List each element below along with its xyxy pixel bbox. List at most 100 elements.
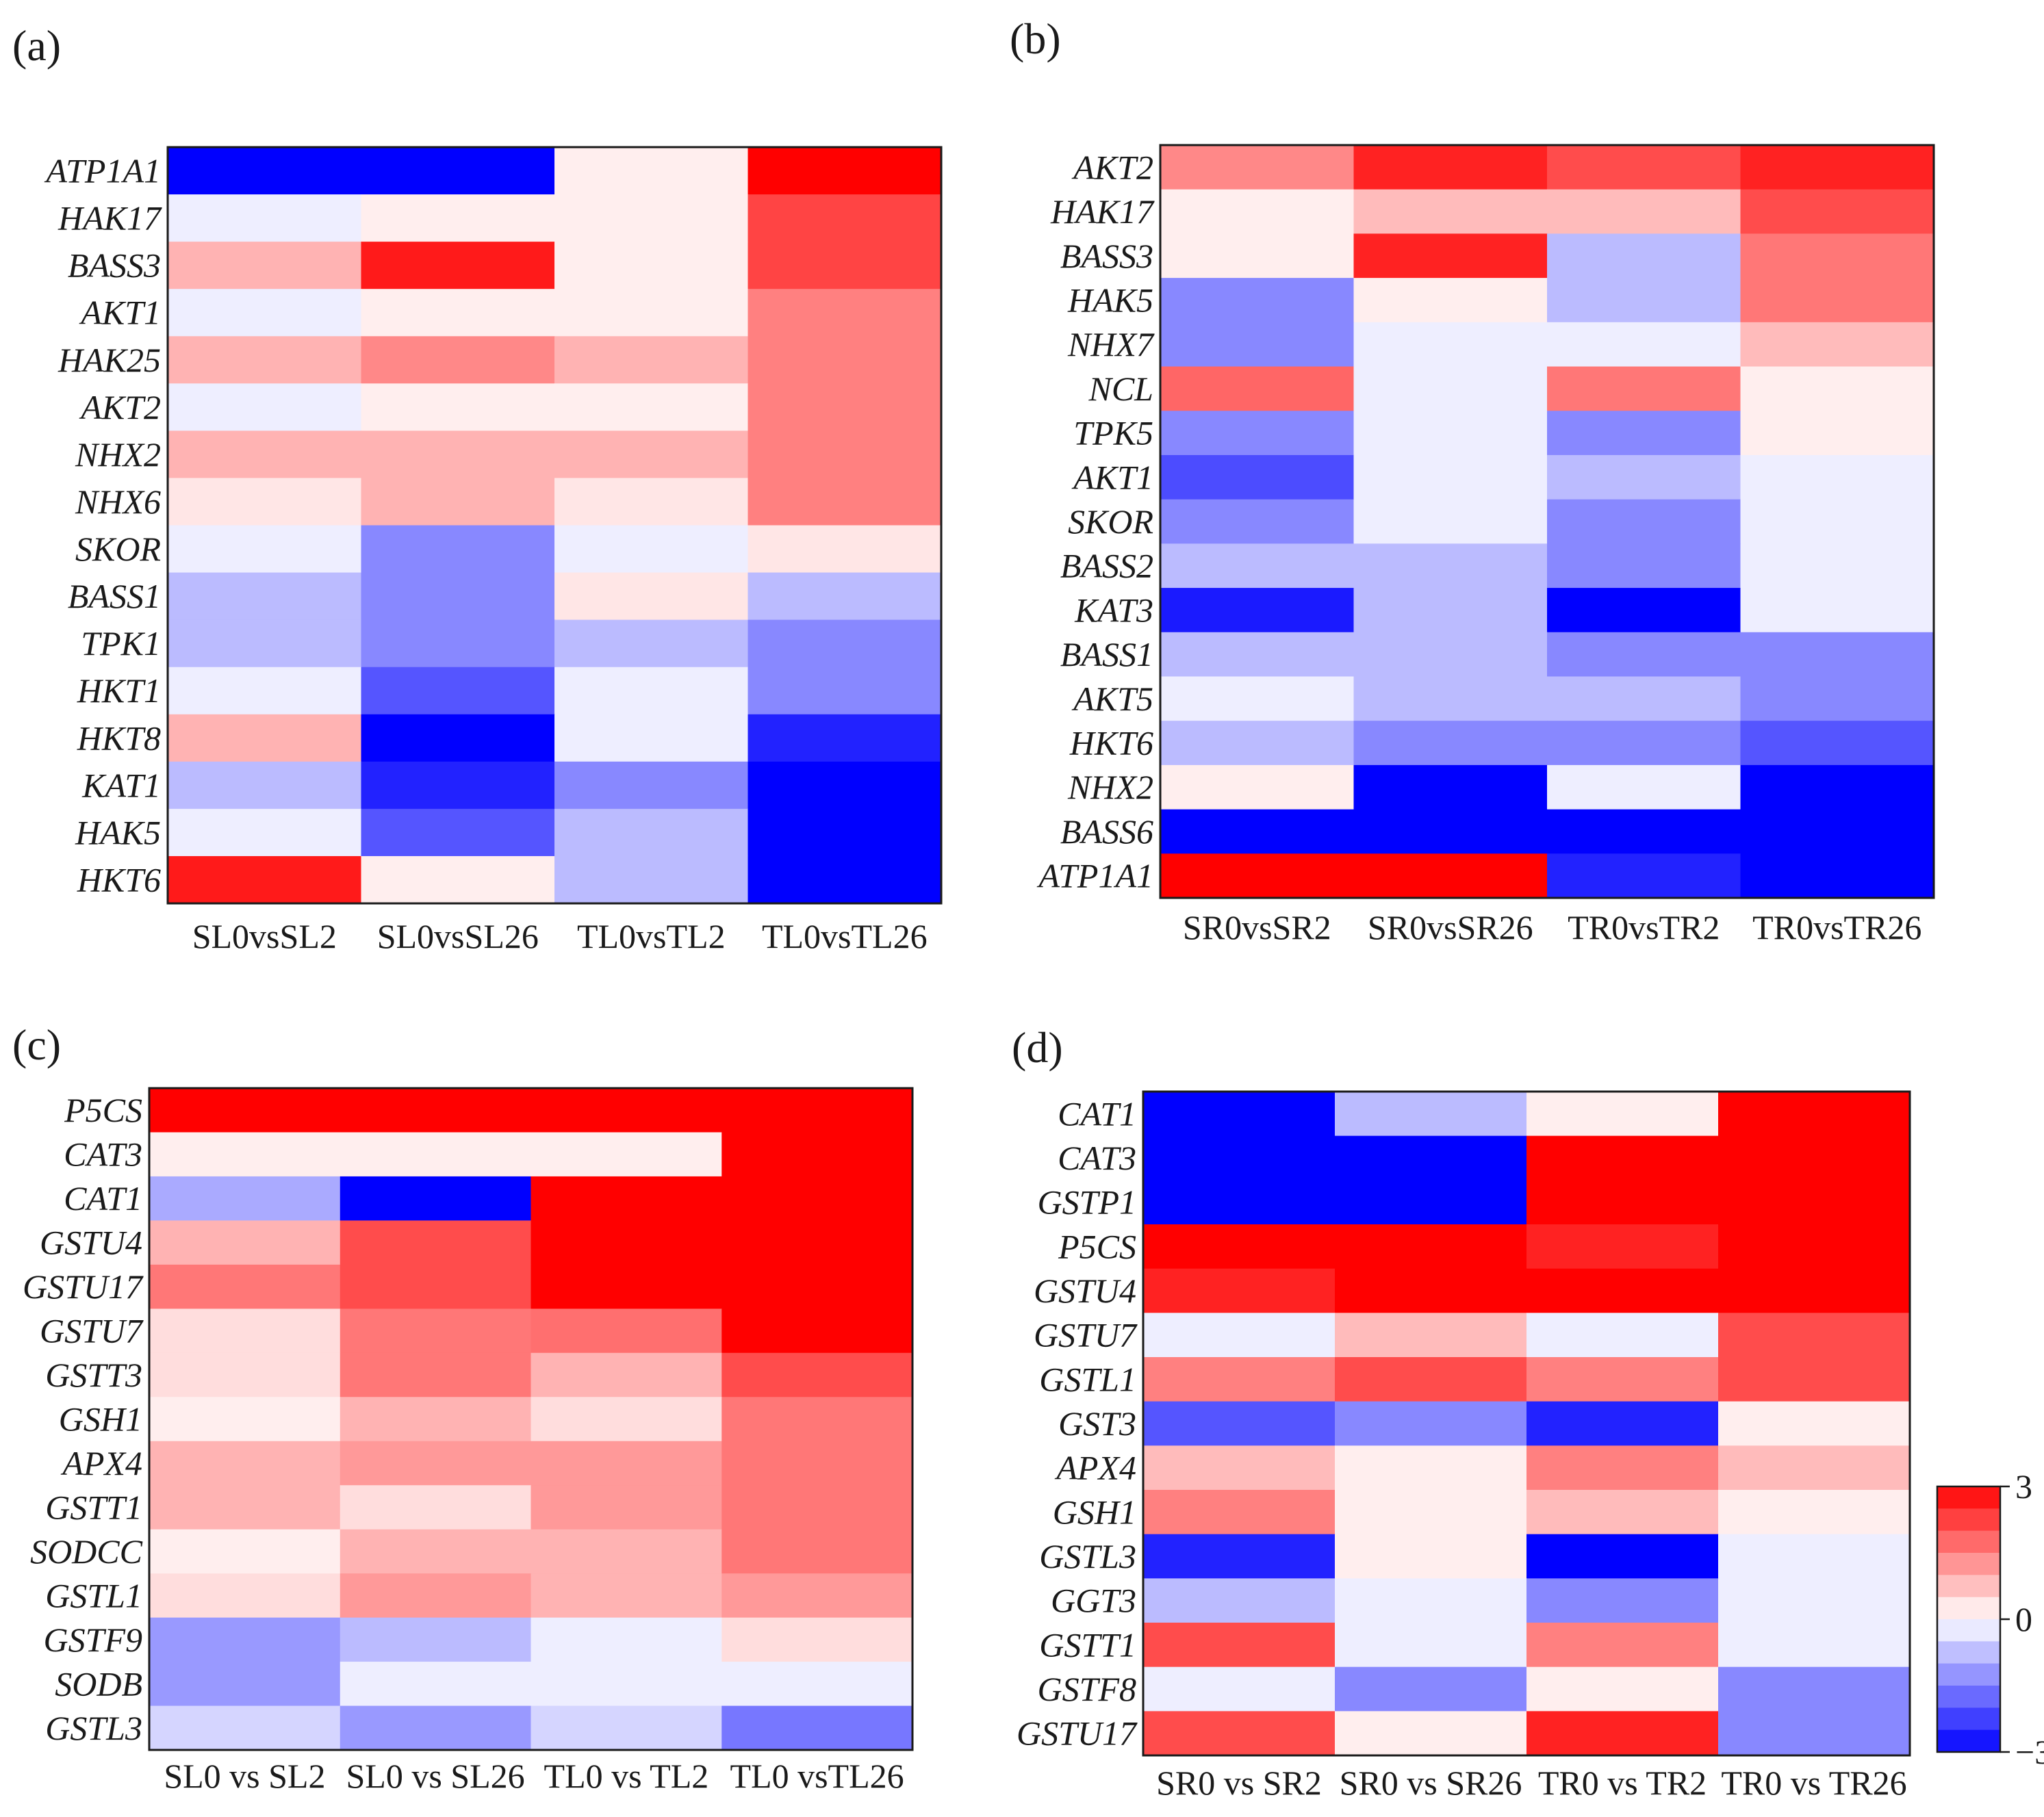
heatmap-cell-gsh1-3 bbox=[531, 1397, 722, 1442]
heatmap-cell-akt1-3 bbox=[554, 289, 749, 337]
row-label: KAT1 bbox=[81, 766, 161, 804]
heatmap-cell-skor-4 bbox=[748, 525, 942, 574]
row-label: HKT6 bbox=[77, 861, 161, 899]
colorbar-segment bbox=[1937, 1686, 2000, 1708]
heatmap-cell-tpk1-1 bbox=[168, 619, 362, 668]
row-label: GSTL1 bbox=[45, 1576, 142, 1614]
colorbar-segment bbox=[1937, 1663, 2000, 1686]
heatmap-cell-hkt8-3 bbox=[554, 714, 749, 762]
heatmap-cell-nhx2-1 bbox=[1160, 764, 1355, 810]
heatmap-cell-gstu17-4 bbox=[1718, 1711, 1911, 1756]
heatmap-cell-skor-2 bbox=[1353, 499, 1548, 544]
heatmap-cell-kat3-4 bbox=[1740, 588, 1934, 633]
heatmap-cell-gstu4-1 bbox=[1143, 1268, 1336, 1313]
row-label: GSTL3 bbox=[1039, 1537, 1136, 1575]
heatmap-cell-ggt3-1 bbox=[1143, 1578, 1336, 1623]
heatmap-cell-hkt1-3 bbox=[554, 667, 749, 715]
heatmap-cell-atp1a1-1 bbox=[168, 147, 362, 195]
heatmap-cell-p5cs-2 bbox=[340, 1088, 532, 1133]
heatmap-cell-hak5-4 bbox=[1740, 278, 1934, 323]
heatmap-cell-cat1-3 bbox=[531, 1176, 722, 1221]
column-label: TL0vsTL2 bbox=[577, 917, 726, 955]
heatmap-cell-tpk5-4 bbox=[1740, 411, 1934, 456]
heatmap-cell-cat3-1 bbox=[149, 1132, 341, 1177]
row-label: HAK5 bbox=[1067, 281, 1153, 320]
heatmap-cell-gstp1-3 bbox=[1526, 1180, 1719, 1225]
heatmap-cell-nhx2-4 bbox=[748, 430, 942, 479]
heatmap-cell-gsh1-2 bbox=[1335, 1490, 1527, 1535]
heatmap-cell-sodcc-3 bbox=[531, 1529, 722, 1574]
column-label: TL0 vsTL26 bbox=[730, 1757, 904, 1795]
heatmap-cell-akt2-3 bbox=[554, 383, 749, 431]
heatmap-cell-gstf8-4 bbox=[1718, 1666, 1911, 1712]
heatmap-cell-cat1-4 bbox=[1718, 1092, 1911, 1137]
row-label: GSTT3 bbox=[45, 1356, 142, 1394]
heatmap-cell-nhx6-3 bbox=[554, 478, 749, 526]
heatmap-cell-skor-2 bbox=[361, 525, 555, 574]
heatmap-cell-gstu17-3 bbox=[531, 1264, 722, 1309]
heatmap-cell-hak25-3 bbox=[554, 336, 749, 384]
heatmap-cell-gsh1-4 bbox=[1718, 1490, 1911, 1535]
heatmap-cell-hak17-2 bbox=[361, 194, 555, 242]
heatmap-cell-p5cs-4 bbox=[1718, 1224, 1911, 1270]
heatmap-cell-bass6-2 bbox=[1353, 809, 1548, 854]
heatmap-cell-hak5-2 bbox=[1353, 278, 1548, 323]
heatmap-cell-hkt1-4 bbox=[748, 667, 942, 715]
heatmap-cell-nhx2-1 bbox=[168, 430, 362, 479]
heatmap-cell-bass3-4 bbox=[1740, 233, 1934, 279]
colorbar-segment bbox=[1937, 1729, 2000, 1753]
colorbar-segment bbox=[1937, 1553, 2000, 1575]
heatmap-cell-hkt8-2 bbox=[361, 714, 555, 762]
heatmap-cell-sodb-3 bbox=[531, 1662, 722, 1707]
heatmap-cell-gstt3-3 bbox=[531, 1352, 722, 1397]
column-label: TL0vsTL26 bbox=[762, 917, 928, 955]
heatmap-cell-bass1-4 bbox=[748, 572, 942, 621]
row-label: AKT2 bbox=[79, 388, 161, 426]
heatmap-cell-akt2-4 bbox=[748, 383, 942, 431]
row-label: SKOR bbox=[1068, 502, 1153, 541]
heatmap-cell-kat3-1 bbox=[1160, 588, 1355, 633]
column-label: SL0 vs SL2 bbox=[164, 1757, 325, 1795]
heatmap-cell-cat3-3 bbox=[531, 1132, 722, 1177]
row-label: KAT3 bbox=[1074, 591, 1153, 629]
heatmap-cell-nhx2-2 bbox=[1353, 764, 1548, 810]
row-label: NHX2 bbox=[75, 435, 161, 474]
heatmap-cell-gstp1-1 bbox=[1143, 1180, 1336, 1225]
heatmap-cell-nhx7-3 bbox=[1547, 322, 1741, 368]
heatmap-cell-bass1-3 bbox=[1547, 632, 1741, 678]
column-label: SL0vsSL2 bbox=[192, 917, 337, 955]
heatmap-cell-hak5-1 bbox=[168, 808, 362, 857]
heatmap-cell-akt2-1 bbox=[1160, 145, 1355, 190]
heatmap-cell-apx4-4 bbox=[721, 1441, 913, 1486]
heatmap-cell-akt5-2 bbox=[1353, 676, 1548, 721]
row-label: GSTT1 bbox=[1039, 1625, 1136, 1664]
row-label: TPK5 bbox=[1073, 414, 1153, 452]
heatmap-cell-hkt6-2 bbox=[1353, 721, 1548, 766]
colorbar-segment bbox=[1937, 1708, 2000, 1731]
heatmap-panel-a: (a) ATP1A1 HAK17 BASS3 AKT1 HAK25 AKT2 NHX2 NHX6… bbox=[12, 21, 943, 955]
heatmap-cell-hak5-4 bbox=[748, 808, 942, 857]
column-label: SL0 vs SL26 bbox=[346, 1757, 525, 1795]
row-label: TPK1 bbox=[81, 624, 161, 662]
heatmap-cell-p5cs-1 bbox=[149, 1088, 341, 1133]
heatmap-cell-sodb-2 bbox=[340, 1662, 532, 1707]
heatmap-cell-ggt3-2 bbox=[1335, 1578, 1527, 1623]
heatmap-cell-gsh1-2 bbox=[340, 1397, 532, 1442]
heatmap-cell-gstu4-3 bbox=[531, 1220, 722, 1265]
heatmap-cell-sodcc-4 bbox=[721, 1529, 913, 1574]
row-label: GSTP1 bbox=[1038, 1183, 1136, 1222]
heatmap-cell-sodb-4 bbox=[721, 1662, 913, 1707]
row-label: BASS1 bbox=[1060, 635, 1153, 673]
heatmap-cell-ncl-3 bbox=[1547, 366, 1741, 411]
heatmap-cell-atp1a1-4 bbox=[748, 147, 942, 195]
row-label: APX4 bbox=[1054, 1449, 1136, 1487]
heatmap-cell-kat1-1 bbox=[168, 761, 362, 810]
heatmap-cell-gstu7-4 bbox=[721, 1309, 913, 1354]
row-label: HKT6 bbox=[1069, 724, 1153, 762]
heatmap-cell-gstt1-4 bbox=[721, 1485, 913, 1530]
heatmap-cell-p5cs-4 bbox=[721, 1088, 913, 1133]
heatmap-cell-gstl1-1 bbox=[149, 1573, 341, 1619]
heatmap-cell-gstu4-4 bbox=[1718, 1268, 1911, 1313]
heatmap-cell-gstl3-3 bbox=[1526, 1534, 1719, 1579]
heatmap-cell-hak5-3 bbox=[554, 808, 749, 857]
